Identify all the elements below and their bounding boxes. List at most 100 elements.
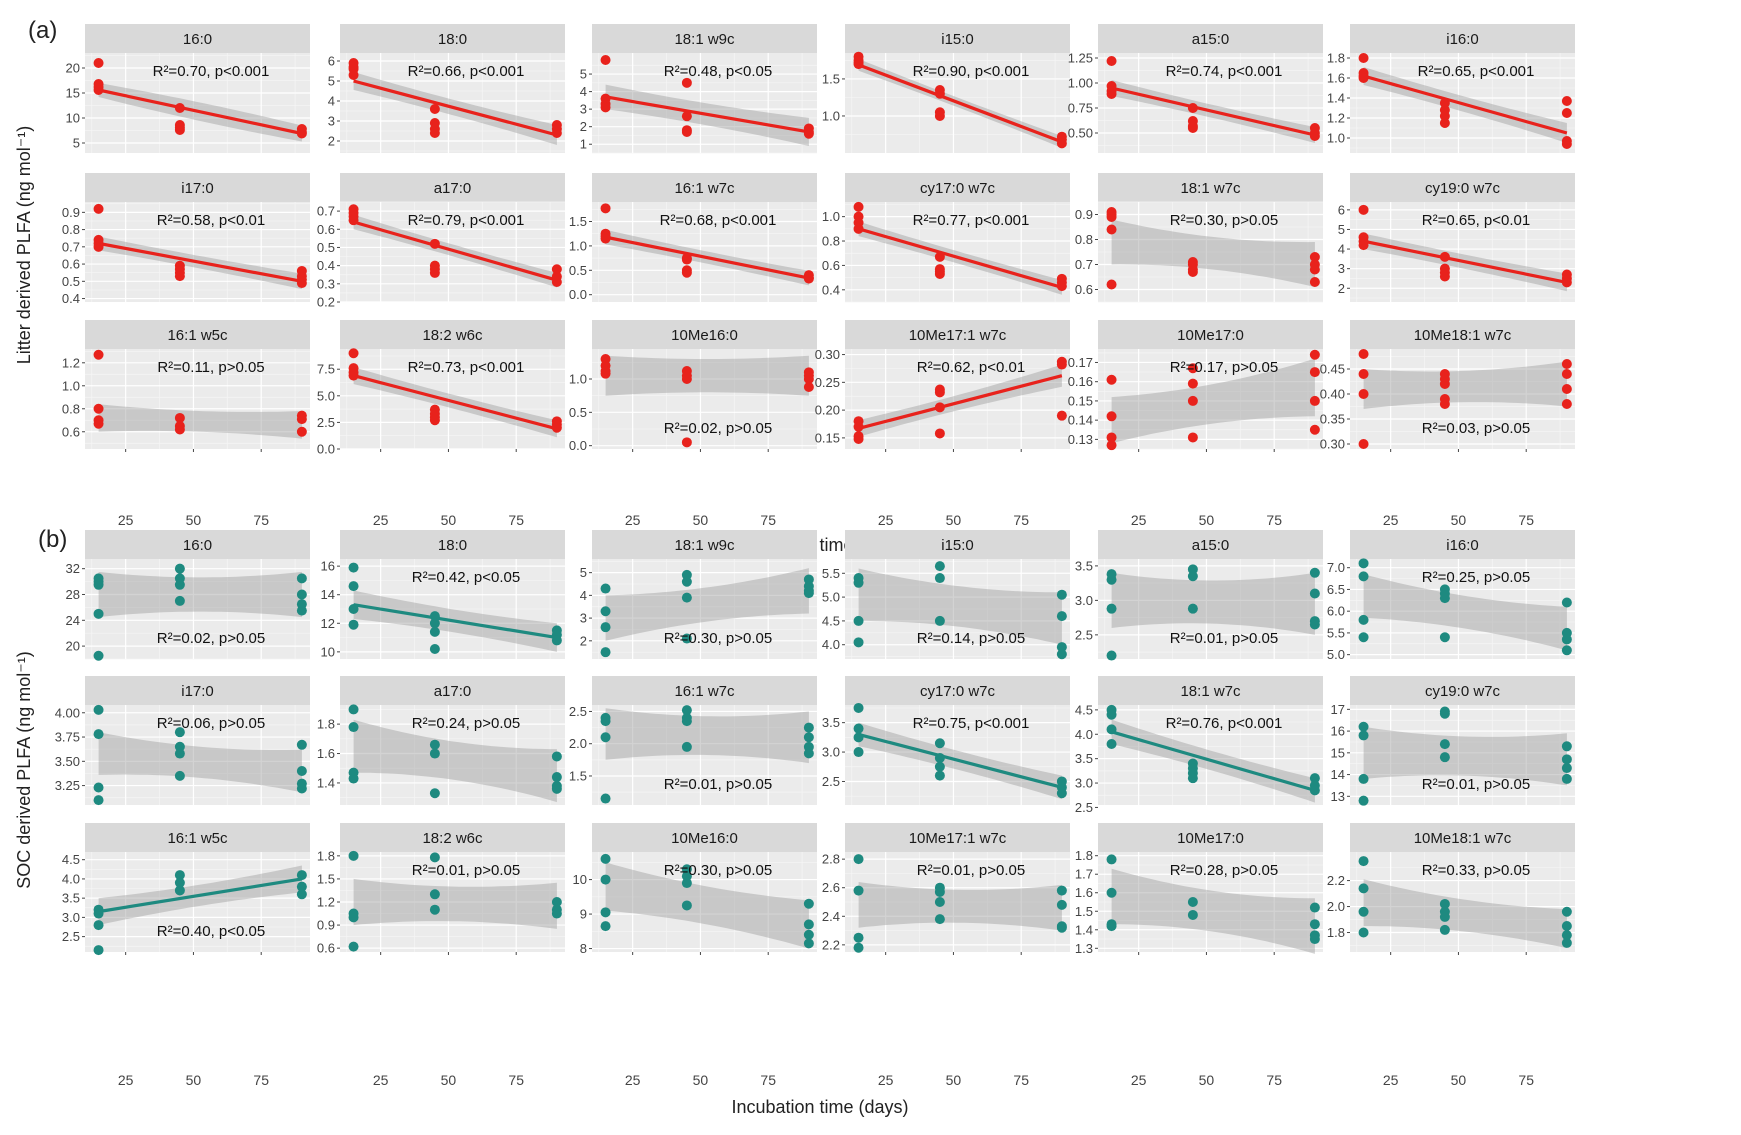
stat-annotation: R²=0.90, p<0.001: [913, 63, 1030, 80]
confidence-band: [98, 404, 302, 439]
data-point: [296, 881, 307, 892]
data-point: [93, 85, 104, 95]
confidence-band: [858, 882, 1062, 931]
facet-16-0: 16:0 5 10 15 20 R²=0.70, p<0.001: [66, 24, 310, 153]
data-point: [1358, 632, 1369, 643]
data-point: [1056, 589, 1067, 600]
data-point: [429, 618, 440, 629]
data-point: [1439, 111, 1450, 121]
data-point: [174, 595, 185, 606]
data-point: [429, 415, 440, 426]
data-point: [1439, 251, 1450, 262]
facet-18-1-w7c: 18:1 w7c 0.6 0.7 0.8 0.9 R²=0.30, p>0.05: [1075, 173, 1323, 303]
regression-line: [98, 241, 303, 283]
y-tick-label: 5: [328, 74, 335, 89]
plot-background: [1098, 53, 1323, 153]
data-point: [1309, 902, 1320, 913]
stat-annotation: R²=0.14, p>0.05: [917, 630, 1025, 647]
facet-i17-0: i17:0 0.4 0.5 0.6 0.7 0.8 0.9 R²=0.58, p<0.01: [62, 173, 310, 306]
facet-title: 18:1 w9c: [674, 537, 735, 554]
data-point: [934, 897, 945, 907]
data-point: [348, 604, 359, 614]
data-point: [1561, 763, 1572, 774]
facet-strip: [1098, 173, 1323, 202]
y-tick-label: 1.3: [1075, 941, 1093, 956]
stat-annotation: R²=0.70, p<0.001: [153, 63, 270, 80]
data-point: [551, 783, 562, 794]
data-point: [348, 619, 359, 630]
stat-annotation: R²=0.48, p<0.05: [664, 63, 772, 80]
y-tick-label: 4.0: [1075, 727, 1093, 742]
facet-title: a15:0: [1192, 31, 1230, 48]
x-tick-label: 50: [441, 512, 457, 528]
data-point: [600, 102, 611, 113]
data-point: [1106, 709, 1117, 720]
stat-annotation: R²=0.01, p>0.05: [664, 776, 772, 793]
data-point: [1561, 108, 1572, 118]
facet-16-1-w5c: 16:1 w5c 0.6 0.8 1.0 1.2 R²=0.11, p>0.05 25 50 7…: [62, 320, 310, 528]
x-tick-label: 25: [878, 512, 894, 528]
y-tick-label: 10: [573, 872, 587, 887]
x-tick-label: 25: [373, 1072, 389, 1088]
data-point: [1358, 721, 1369, 732]
data-point: [1561, 634, 1572, 645]
plot-background: [592, 705, 817, 805]
data-point: [803, 938, 814, 949]
plot-background: [85, 705, 310, 805]
data-point: [1439, 118, 1450, 128]
data-point: [429, 739, 440, 750]
data-point: [1358, 389, 1369, 399]
x-tick-label: 50: [441, 1072, 457, 1088]
data-point: [681, 374, 692, 384]
data-point: [93, 795, 104, 806]
facet-title: i16:0: [1446, 31, 1479, 48]
x-tick-label: 50: [693, 1072, 709, 1088]
y-tick-label: 2.4: [822, 909, 840, 924]
y-tick-label: 3.0: [1075, 593, 1093, 608]
x-tick-label: 50: [1451, 512, 1467, 528]
data-point: [1056, 649, 1067, 660]
stat-annotation: R²=0.11, p>0.05: [157, 359, 264, 376]
facet-strip: [1350, 676, 1575, 705]
stat-annotation: R²=0.40, p<0.05: [157, 923, 265, 940]
regression-line: [605, 235, 810, 280]
facet-strip: [340, 320, 565, 349]
stat-annotation: R²=0.75, p<0.001: [913, 715, 1030, 732]
facet-strip: [1098, 823, 1323, 852]
facet-strip: [592, 320, 817, 349]
data-point: [93, 908, 104, 919]
data-point: [681, 576, 692, 587]
data-point: [348, 370, 359, 381]
confidence-band: [1111, 572, 1315, 635]
data-point: [1358, 773, 1369, 784]
data-point: [1056, 642, 1067, 653]
data-point: [1106, 224, 1117, 235]
y-tick-label: 1: [580, 137, 587, 152]
data-point: [1309, 252, 1320, 262]
data-point: [803, 273, 814, 284]
plot-background: [340, 349, 565, 449]
y-tick-label: 0.8: [822, 234, 840, 249]
y-tick-label: 7.5: [317, 362, 335, 377]
y-tick-label: 0.4: [822, 282, 840, 297]
data-point: [1358, 927, 1369, 938]
plot-background: [1350, 349, 1575, 449]
y-tick-label: 1.5: [317, 871, 335, 886]
y-tick-label: 3.5: [1075, 558, 1093, 573]
data-point: [429, 611, 440, 622]
data-point: [1561, 369, 1572, 379]
facet-title: 18:1 w7c: [1180, 683, 1241, 700]
stat-annotation: R²=0.30, p>0.05: [664, 862, 772, 879]
y-tick-label: 0.6: [62, 257, 80, 272]
y-tick-label: 2.5: [822, 774, 840, 789]
facet-title: 10Me17:0: [1177, 327, 1244, 344]
facet-title: 10Me16:0: [671, 327, 738, 344]
y-tick-label: 0.13: [1068, 432, 1093, 447]
data-point: [934, 268, 945, 279]
data-point: [853, 702, 864, 713]
y-tick-label: 0.6: [317, 941, 335, 956]
y-tick-label: 1.4: [1075, 922, 1093, 937]
y-tick-label: 3.25: [55, 778, 80, 793]
x-tick-label: 25: [118, 512, 134, 528]
y-tick-label: 5.0: [317, 388, 335, 403]
